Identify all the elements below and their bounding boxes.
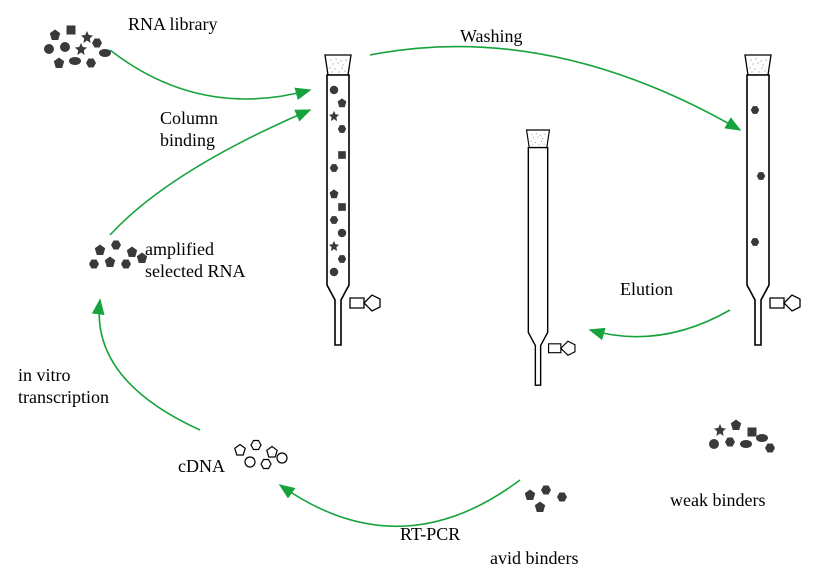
- cluster-amplified: [89, 241, 147, 269]
- column-2: [527, 130, 575, 385]
- arrow-elution: [590, 310, 730, 337]
- arrow-rt_pcr: [280, 480, 520, 526]
- column-0: [325, 55, 380, 345]
- label-rna-library: RNA library: [128, 14, 218, 36]
- label-cdna: cDNA: [178, 456, 225, 478]
- diagram-canvas: [0, 0, 837, 572]
- label-elution: Elution: [620, 279, 673, 301]
- cluster-rna_library: [44, 26, 111, 69]
- label-avid-binders: avid binders: [490, 548, 578, 570]
- cluster-cdna: [235, 441, 287, 469]
- arrow-in_vitro: [99, 300, 200, 430]
- label-rt-pcr: RT-PCR: [400, 524, 460, 546]
- column-1: [745, 55, 800, 345]
- label-washing: Washing: [460, 26, 523, 48]
- label-amplified: amplified selected RNA: [145, 239, 245, 282]
- label-column-binding: Column binding: [160, 108, 218, 151]
- arrow-column_binding: [110, 50, 310, 99]
- arrow-washing: [370, 47, 740, 130]
- label-weak-binders: weak binders: [670, 490, 765, 512]
- cluster-weak: [709, 420, 775, 453]
- cluster-avid_small: [525, 486, 567, 513]
- label-in-vitro: in vitro transcription: [18, 365, 109, 408]
